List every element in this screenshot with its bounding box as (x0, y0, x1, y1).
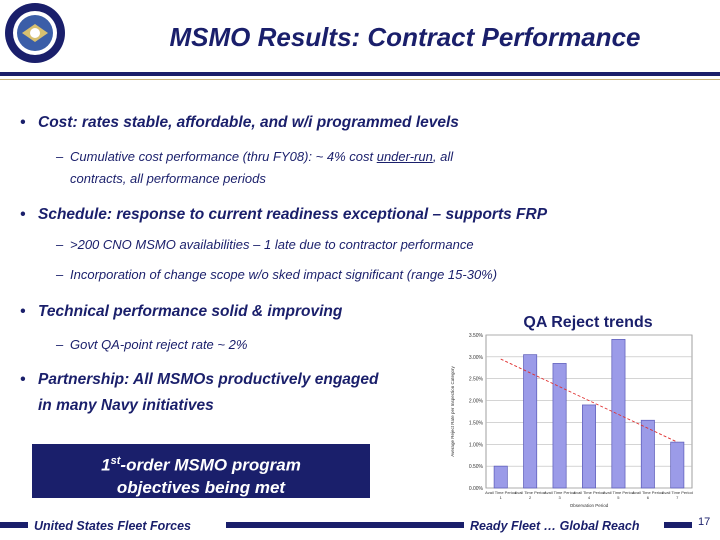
sub-availabilities: – >200 CNO MSMO availabilities – 1 late d… (56, 237, 474, 252)
x-tick-label: 2 (529, 495, 532, 500)
header-rule-accent (0, 79, 720, 80)
y-tick-label: 0.00% (469, 486, 484, 492)
sub-change-scope: – Incorporation of change scope w/o sked … (56, 267, 498, 282)
y-tick-label: 2.50% (469, 377, 484, 383)
sub-cost-performance-cont: contracts, all performance periods (70, 171, 266, 186)
footer-left-text: United States Fleet Forces (34, 519, 191, 533)
y-tick-label: 2.00% (469, 399, 484, 405)
footer-right-text: Ready Fleet … Global Reach (470, 519, 640, 533)
footer-bar-left (0, 522, 28, 528)
bar (552, 363, 567, 489)
y-axis-label: Average Reject Rate per Inspection Categ… (450, 366, 455, 457)
x-tick-label: Avail Time Period (515, 490, 546, 495)
bullet-technical: • Technical performance solid & improving (20, 303, 343, 320)
x-tick-label: Avail Time Period (603, 490, 634, 495)
x-tick-label: Avail Time Period (485, 490, 516, 495)
callout-line-2: objectives being met (116, 477, 286, 497)
x-tick-label: 7 (676, 495, 679, 500)
bar (670, 441, 685, 489)
x-tick-label: 4 (588, 495, 591, 500)
header-rule (0, 72, 720, 76)
bullet-partnership-cont: in many Navy initiatives (38, 397, 214, 414)
bullet-cost: • Cost: rates stable, affordable, and w/i… (20, 114, 459, 131)
navy-seal-icon (5, 3, 65, 63)
page-number: 17 (698, 516, 711, 528)
sub-cost-performance: – Cumulative cost performance (thru FY08)… (56, 149, 454, 164)
trendline (500, 358, 678, 443)
bullet-schedule: • Schedule: response to current readiness… (20, 206, 548, 223)
x-tick-label: 5 (617, 495, 620, 500)
sub-qa-reject-rate: – Govt QA-point reject rate ~ 2% (56, 337, 248, 352)
y-tick-label: 1.50% (469, 420, 484, 426)
x-tick-label: 1 (500, 495, 503, 500)
bar (493, 465, 508, 489)
bullet-partnership: • Partnership: All MSMOs productively eng… (20, 371, 379, 388)
page-title: MSMO Results: Contract Performance (169, 22, 641, 52)
bar (611, 339, 626, 489)
y-tick-label: 3.50% (469, 333, 484, 339)
x-tick-label: Avail Time Period (573, 490, 604, 495)
y-tick-label: 0.50% (469, 464, 484, 470)
chart-title: QA Reject trends (523, 314, 653, 331)
x-axis-label: Observation Period (570, 503, 609, 508)
footer-bar-right (664, 522, 692, 528)
bar (640, 419, 655, 489)
footer-bar-middle (226, 522, 464, 528)
callout-box: 1st-order MSMO program objectives being … (32, 444, 370, 498)
qa-reject-chart: 0.00% 0.50% 1.00% 1.50% 2.00% 2.50% 3.00% 3.50%… (450, 333, 693, 508)
x-tick-label: 6 (647, 495, 650, 500)
y-tick-label: 1.00% (469, 442, 484, 448)
x-tick-label: Avail Time Period (632, 490, 663, 495)
x-tick-label: Avail Time Period (544, 490, 575, 495)
x-tick-label: 3 (558, 495, 561, 500)
bar (523, 354, 538, 489)
y-tick-label: 3.00% (469, 355, 484, 361)
bar (582, 404, 596, 489)
x-tick-label: Avail Time Period (662, 490, 693, 495)
callout-line-1: 1st-order MSMO program (101, 455, 301, 475)
